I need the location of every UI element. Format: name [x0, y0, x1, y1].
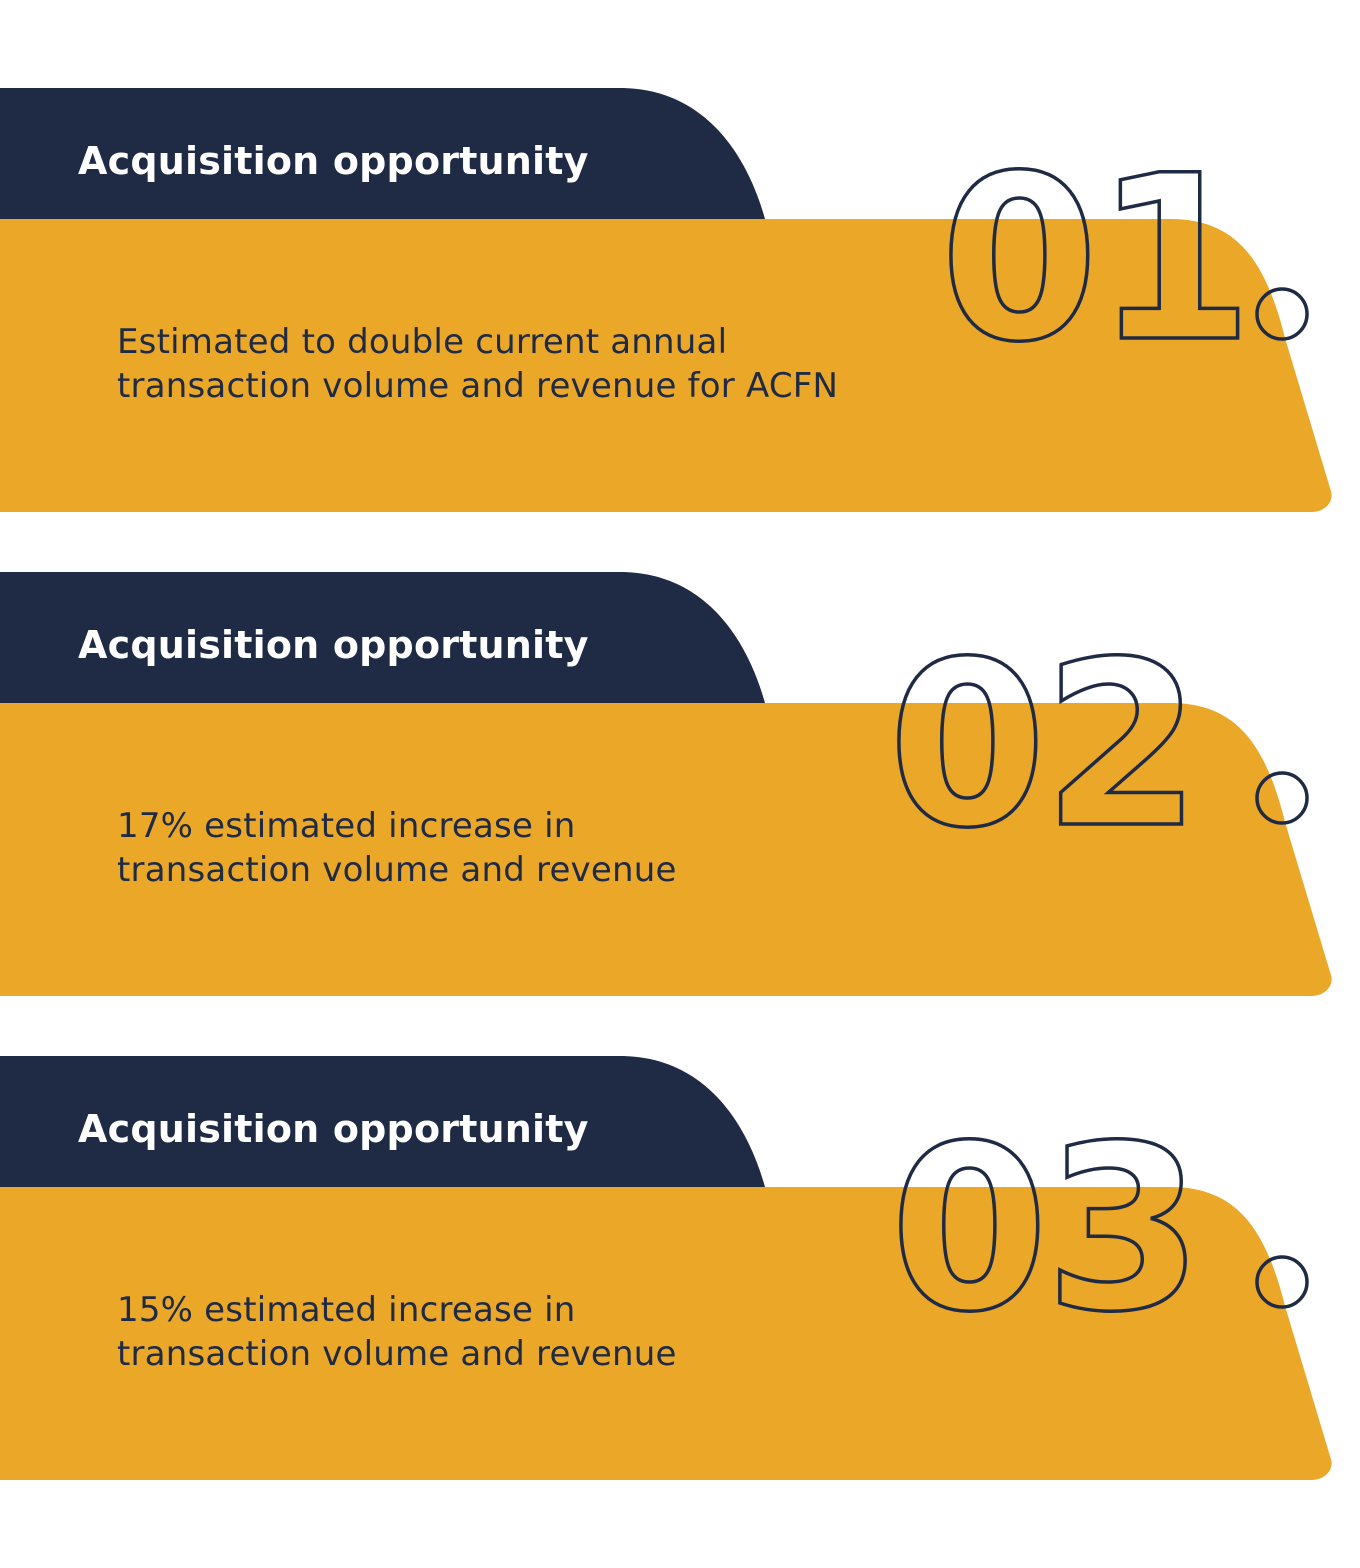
card-number-1: 01 — [940, 126, 1249, 392]
card-number-3: 03 — [890, 1096, 1199, 1362]
number-dot-3 — [1255, 1255, 1309, 1309]
opportunity-card-3: 03 Acquisition opportunity 15% estimated… — [0, 1056, 1360, 1486]
card-shape-3: 03 — [0, 1056, 1332, 1480]
card-description-2-line-1: 17% estimated increase in — [117, 806, 576, 846]
card-description-1: Estimated to double current annual trans… — [117, 320, 838, 408]
card-description-2: 17% estimated increase in transaction vo… — [117, 804, 677, 892]
opportunity-card-2: 02 Acquisition opportunity 17% estimated… — [0, 572, 1360, 1002]
card-number-2: 02 — [888, 612, 1197, 878]
card-shape-1: 01 — [0, 88, 1332, 512]
card-description-2-line-2: transaction volume and revenue — [117, 850, 677, 890]
card-description-1-line-2: transaction volume and revenue for ACFN — [117, 366, 839, 406]
card-title-3: Acquisition opportunity — [78, 1107, 589, 1151]
card-description-1-line-1: Estimated to double current annual — [117, 322, 728, 362]
card-title-2: Acquisition opportunity — [78, 623, 589, 667]
number-dot-2 — [1255, 771, 1309, 825]
card-shape-2: 02 — [0, 572, 1332, 996]
card-description-3-line-1: 15% estimated increase in — [117, 1290, 576, 1330]
opportunity-card-1: 01 Acquisition opportunity Estimated to … — [0, 88, 1360, 518]
card-title-1: Acquisition opportunity — [78, 139, 589, 183]
card-description-3: 15% estimated increase in transaction vo… — [117, 1288, 677, 1376]
number-dot-1 — [1255, 287, 1309, 341]
card-description-3-line-2: transaction volume and revenue — [117, 1334, 677, 1374]
